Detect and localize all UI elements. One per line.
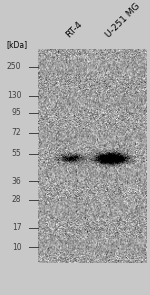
Text: [kDa]: [kDa] <box>6 40 27 49</box>
Text: 17: 17 <box>12 223 21 232</box>
Text: 10: 10 <box>12 243 21 252</box>
Text: 95: 95 <box>12 108 21 117</box>
Text: U-251 MG: U-251 MG <box>104 1 142 39</box>
Text: 250: 250 <box>7 62 21 71</box>
Text: 28: 28 <box>12 196 21 204</box>
Text: 72: 72 <box>12 128 21 137</box>
Text: RT-4: RT-4 <box>64 19 84 39</box>
Text: 55: 55 <box>12 149 21 158</box>
Bar <box>38 50 146 263</box>
Text: 36: 36 <box>12 177 21 186</box>
Text: 130: 130 <box>7 91 21 100</box>
